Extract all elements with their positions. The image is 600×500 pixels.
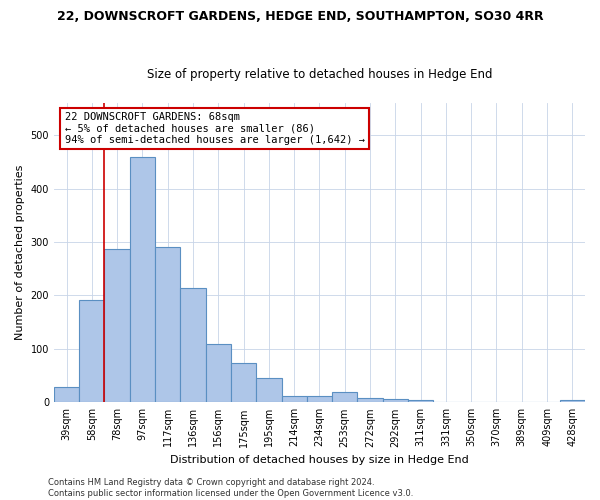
X-axis label: Distribution of detached houses by size in Hedge End: Distribution of detached houses by size … [170,455,469,465]
Bar [231,363,256,403]
Text: Contains HM Land Registry data © Crown copyright and database right 2024.
Contai: Contains HM Land Registry data © Crown c… [48,478,413,498]
Bar [307,396,332,402]
Text: 22 DOWNSCROFT GARDENS: 68sqm
← 5% of detached houses are smaller (86)
94% of sem: 22 DOWNSCROFT GARDENS: 68sqm ← 5% of det… [65,112,365,145]
Y-axis label: Number of detached properties: Number of detached properties [15,165,25,340]
Bar [79,300,104,403]
Bar [104,249,130,402]
Bar [560,400,585,402]
Bar [332,392,358,402]
Bar [358,398,383,402]
Bar [281,396,307,402]
Bar [408,400,433,402]
Bar [54,387,79,402]
Bar [256,378,281,402]
Bar [155,247,181,402]
Text: 22, DOWNSCROFT GARDENS, HEDGE END, SOUTHAMPTON, SO30 4RR: 22, DOWNSCROFT GARDENS, HEDGE END, SOUTH… [56,10,544,23]
Bar [206,344,231,403]
Title: Size of property relative to detached houses in Hedge End: Size of property relative to detached ho… [147,68,492,81]
Bar [383,399,408,402]
Bar [130,157,155,402]
Bar [181,288,206,403]
